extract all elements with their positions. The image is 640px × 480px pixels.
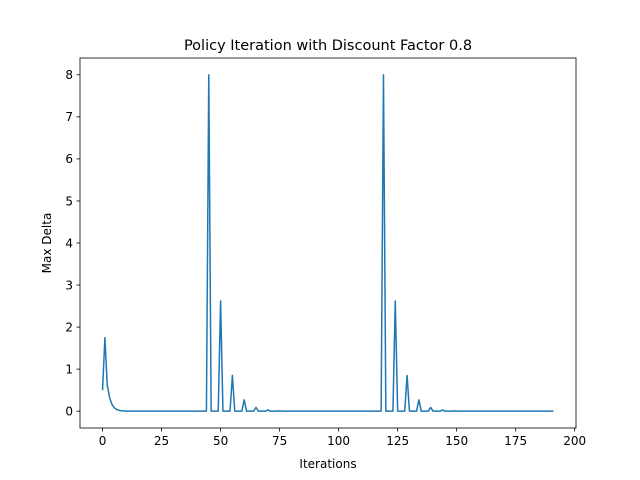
y-tick-label: 8 (65, 68, 73, 82)
x-tick-label: 200 (563, 434, 586, 448)
y-tick-label: 5 (65, 194, 73, 208)
x-tick-label: 175 (504, 434, 527, 448)
y-tick-label: 4 (65, 236, 73, 250)
series-line-1 (101, 74, 554, 412)
x-tick-label: 50 (213, 434, 228, 448)
y-tick-label: 6 (65, 152, 73, 166)
x-tick-label: 100 (327, 434, 350, 448)
y-tick-label: 2 (65, 320, 73, 334)
y-axis-label: Max Delta (40, 213, 54, 274)
y-tick-label: 7 (65, 110, 73, 124)
x-axis: 0 25 50 75 100 125 150 175 200 (99, 428, 586, 448)
chart-title: Policy Iteration with Discount Factor 0.… (184, 38, 472, 54)
y-axis: 0 1 2 3 4 5 6 7 8 (65, 68, 80, 418)
y-tick-label: 3 (65, 278, 73, 292)
y-tick-label: 0 (65, 404, 73, 418)
x-axis-label: Iterations (299, 457, 356, 471)
x-tick-label: 75 (272, 434, 287, 448)
x-tick-label: 150 (445, 434, 468, 448)
x-tick-label: 0 (99, 434, 107, 448)
y-tick-label: 1 (65, 362, 73, 376)
x-tick-label: 25 (154, 434, 169, 448)
x-tick-label: 125 (386, 434, 409, 448)
